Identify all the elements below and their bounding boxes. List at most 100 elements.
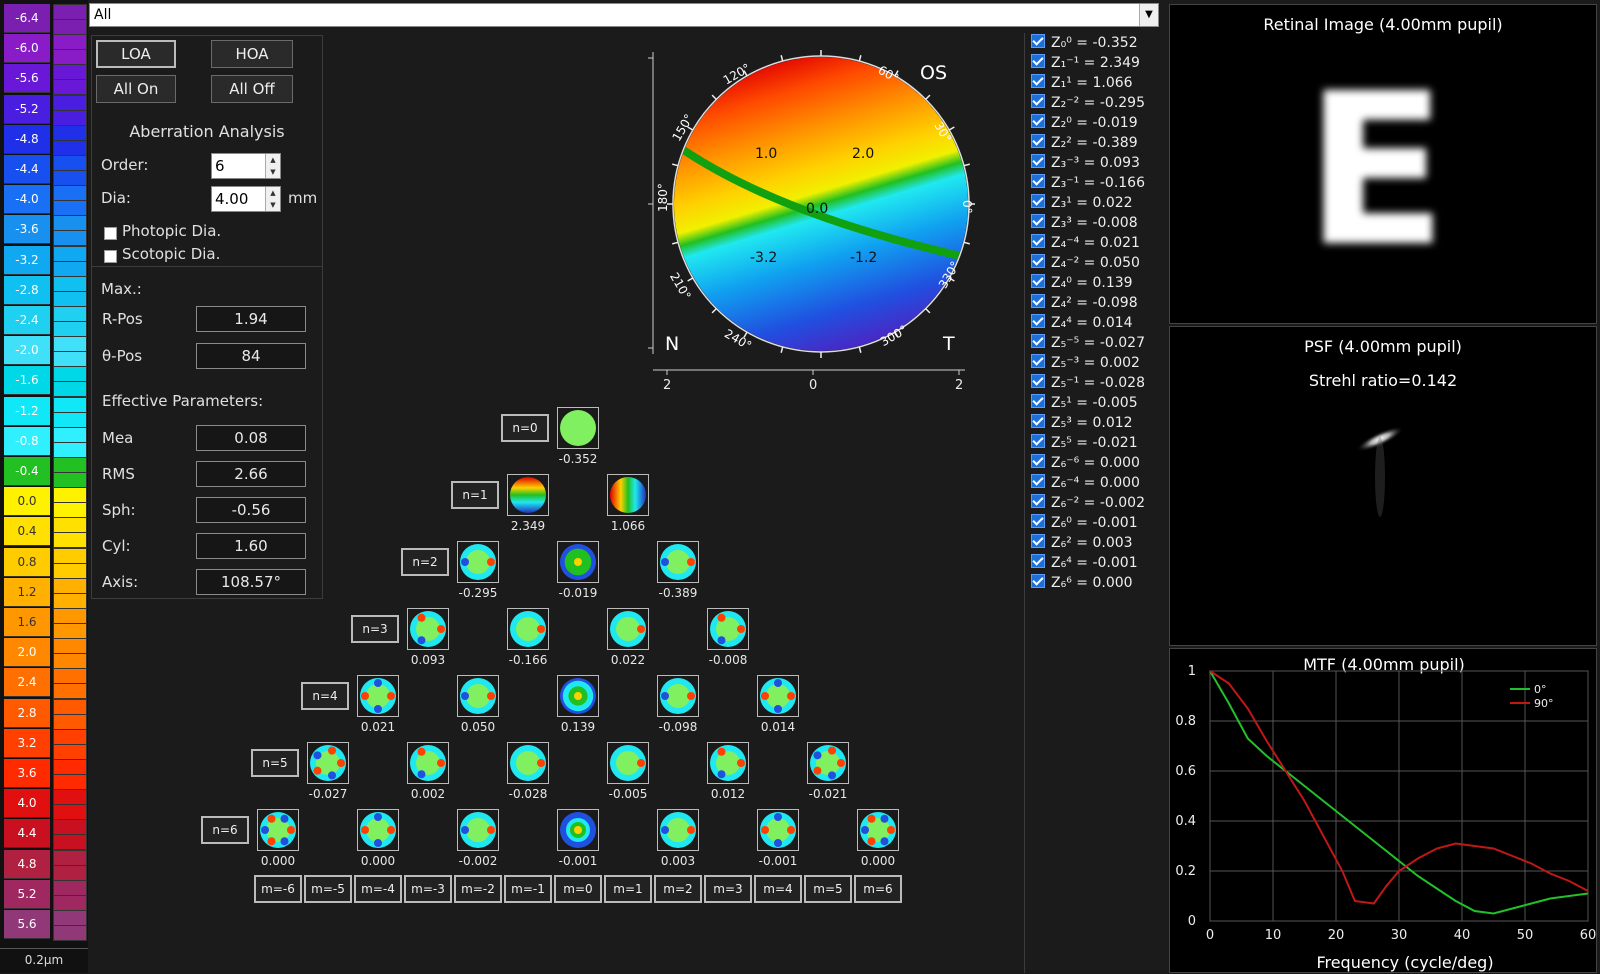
coefficient-row[interactable]: Z₅⁻⁵ = -0.027 (1031, 333, 1145, 353)
zernike-mode-button[interactable] (557, 675, 599, 717)
order-label[interactable]: n=1 (451, 481, 499, 509)
coefficient-checkbox[interactable] (1031, 574, 1045, 588)
coefficient-row[interactable]: Z₅⁻¹ = -0.028 (1031, 373, 1145, 393)
coefficient-row[interactable]: Z₁¹ = 1.066 (1031, 73, 1133, 93)
zernike-mode-button[interactable] (857, 809, 899, 851)
coefficient-row[interactable]: Z₃⁻³ = 0.093 (1031, 153, 1140, 173)
zernike-mode-button[interactable] (507, 474, 549, 516)
coefficient-checkbox[interactable] (1031, 154, 1045, 168)
zernike-mode-button[interactable] (607, 742, 649, 784)
zernike-mode-button[interactable] (457, 541, 499, 583)
zernike-mode-button[interactable] (557, 809, 599, 851)
zernike-mode-button[interactable] (307, 742, 349, 784)
order-label[interactable]: n=2 (401, 548, 449, 576)
coefficient-row[interactable]: Z₅⁻³ = 0.002 (1031, 353, 1140, 373)
zernike-mode-button[interactable] (407, 742, 449, 784)
azimuthal-label[interactable]: m=-4 (354, 875, 402, 903)
zernike-mode-button[interactable] (507, 608, 549, 650)
zernike-mode-button[interactable] (807, 742, 849, 784)
coefficient-row[interactable]: Z₃¹ = 0.022 (1031, 193, 1133, 213)
coefficient-checkbox[interactable] (1031, 54, 1045, 68)
coefficient-checkbox[interactable] (1031, 174, 1045, 188)
coefficient-row[interactable]: Z₂⁰ = -0.019 (1031, 113, 1138, 133)
coefficient-row[interactable]: Z₃⁻¹ = -0.166 (1031, 173, 1145, 193)
order-label[interactable]: n=4 (301, 682, 349, 710)
coefficient-row[interactable]: Z₆⁰ = -0.001 (1031, 513, 1138, 533)
coefficient-checkbox[interactable] (1031, 34, 1045, 48)
zernike-mode-button[interactable] (757, 809, 799, 851)
azimuthal-label[interactable]: m=3 (704, 875, 752, 903)
coefficient-checkbox[interactable] (1031, 454, 1045, 468)
coefficient-checkbox[interactable] (1031, 534, 1045, 548)
coefficient-row[interactable]: Z₄⁻² = 0.050 (1031, 253, 1140, 273)
zernike-mode-button[interactable] (357, 675, 399, 717)
coefficient-checkbox[interactable] (1031, 334, 1045, 348)
coefficient-row[interactable]: Z₆² = 0.003 (1031, 533, 1133, 553)
coefficient-row[interactable]: Z₂² = -0.389 (1031, 133, 1138, 153)
coefficient-row[interactable]: Z₅¹ = -0.005 (1031, 393, 1138, 413)
coefficient-checkbox[interactable] (1031, 374, 1045, 388)
coefficient-row[interactable]: Z₄² = -0.098 (1031, 293, 1138, 313)
coefficient-row[interactable]: Z₂⁻² = -0.295 (1031, 93, 1145, 113)
coefficient-row[interactable]: Z₄⁻⁴ = 0.021 (1031, 233, 1140, 253)
coefficient-row[interactable]: Z₅³ = 0.012 (1031, 413, 1133, 433)
coefficient-checkbox[interactable] (1031, 94, 1045, 108)
coefficient-row[interactable]: Z₅⁵ = -0.021 (1031, 433, 1138, 453)
zernike-mode-button[interactable] (457, 809, 499, 851)
zernike-mode-button[interactable] (507, 742, 549, 784)
azimuthal-label[interactable]: m=1 (604, 875, 652, 903)
zernike-mode-button[interactable] (557, 407, 599, 449)
coefficient-checkbox[interactable] (1031, 74, 1045, 88)
coefficient-checkbox[interactable] (1031, 554, 1045, 568)
zernike-mode-button[interactable] (457, 675, 499, 717)
coefficient-row[interactable]: Z₆⁻⁴ = 0.000 (1031, 473, 1140, 493)
order-label[interactable]: n=0 (501, 414, 549, 442)
azimuthal-label[interactable]: m=-1 (504, 875, 552, 903)
coefficient-checkbox[interactable] (1031, 494, 1045, 508)
coefficient-row[interactable]: Z₆⁻² = -0.002 (1031, 493, 1145, 513)
coefficient-checkbox[interactable] (1031, 254, 1045, 268)
azimuthal-label[interactable]: m=-5 (304, 875, 352, 903)
zernike-mode-button[interactable] (757, 675, 799, 717)
coefficient-checkbox[interactable] (1031, 214, 1045, 228)
coefficient-checkbox[interactable] (1031, 354, 1045, 368)
zernike-mode-button[interactable] (257, 809, 299, 851)
coefficient-row[interactable]: Z₀⁰ = -0.352 (1031, 33, 1138, 53)
order-label[interactable]: n=3 (351, 615, 399, 643)
coefficient-row[interactable]: Z₆⁶ = 0.000 (1031, 573, 1133, 593)
azimuthal-label[interactable]: m=-2 (454, 875, 502, 903)
zernike-mode-button[interactable] (407, 608, 449, 650)
zernike-mode-button[interactable] (557, 541, 599, 583)
coefficient-checkbox[interactable] (1031, 274, 1045, 288)
azimuthal-label[interactable]: m=5 (804, 875, 852, 903)
coefficient-row[interactable]: Z₄⁴ = 0.014 (1031, 313, 1133, 333)
coefficient-checkbox[interactable] (1031, 314, 1045, 328)
azimuthal-label[interactable]: m=0 (554, 875, 602, 903)
coefficient-checkbox[interactable] (1031, 474, 1045, 488)
coefficient-checkbox[interactable] (1031, 294, 1045, 308)
coefficient-checkbox[interactable] (1031, 134, 1045, 148)
coefficient-checkbox[interactable] (1031, 394, 1045, 408)
azimuthal-label[interactable]: m=6 (854, 875, 902, 903)
zernike-mode-button[interactable] (657, 541, 699, 583)
coefficient-checkbox[interactable] (1031, 434, 1045, 448)
order-label[interactable]: n=6 (201, 816, 249, 844)
zernike-mode-button[interactable] (357, 809, 399, 851)
order-label[interactable]: n=5 (251, 749, 299, 777)
zernike-mode-button[interactable] (707, 742, 749, 784)
azimuthal-label[interactable]: m=-3 (404, 875, 452, 903)
coefficient-checkbox[interactable] (1031, 514, 1045, 528)
zernike-mode-button[interactable] (607, 608, 649, 650)
zernike-mode-button[interactable] (607, 474, 649, 516)
coefficient-checkbox[interactable] (1031, 414, 1045, 428)
coefficient-row[interactable]: Z₁⁻¹ = 2.349 (1031, 53, 1140, 73)
coefficient-row[interactable]: Z₄⁰ = 0.139 (1031, 273, 1133, 293)
chevron-down-icon[interactable]: ▼ (1139, 4, 1158, 26)
coefficient-row[interactable]: Z₆⁴ = -0.001 (1031, 553, 1138, 573)
coefficient-row[interactable]: Z₃³ = -0.008 (1031, 213, 1138, 233)
azimuthal-label[interactable]: m=4 (754, 875, 802, 903)
zernike-mode-button[interactable] (657, 809, 699, 851)
azimuthal-label[interactable]: m=-6 (254, 875, 302, 903)
zernike-mode-button[interactable] (657, 675, 699, 717)
azimuthal-label[interactable]: m=2 (654, 875, 702, 903)
